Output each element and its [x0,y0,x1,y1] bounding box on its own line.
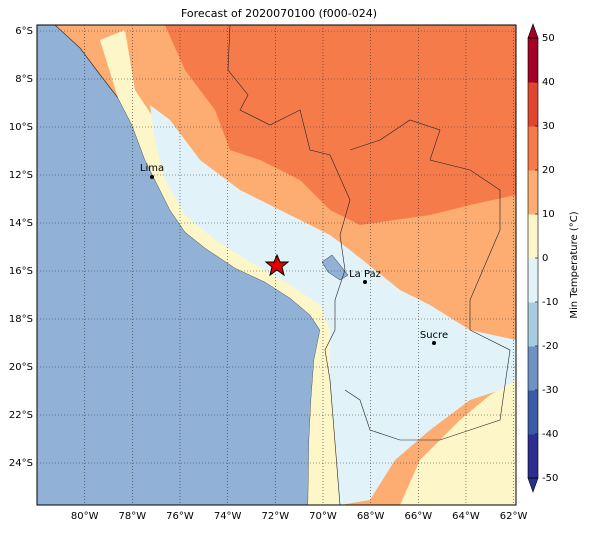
colorbar-extend-high [527,23,539,39]
colorbar-tick-label: -40 [542,429,558,440]
mild-zone-east [400,380,516,505]
colorbar-band [528,258,538,303]
y-tick-label: 18°S [9,314,33,325]
map-frame [36,24,517,506]
target-star [264,253,290,277]
colorbar-tick-label: 50 [542,33,555,44]
y-tick-label: 8°S [15,74,33,85]
colorbar-band [528,302,538,347]
y-tick-label: 16°S [9,266,33,277]
colorbar-band [528,170,538,215]
colorbar-band [528,214,538,259]
y-tick-label: 10°S [9,122,33,133]
city-label: Lima [140,163,164,174]
y-tick-label: 20°S [9,362,33,373]
colorbar-tick-label: 30 [542,121,555,132]
city-label: Sucre [420,330,448,341]
colorbar-tick-label: -50 [542,473,558,484]
lake-titicaca [321,254,349,281]
colorbar-tick-label: -30 [542,385,558,396]
city-marker [150,175,154,179]
x-tick-label: 76°W [166,511,194,522]
colorbar-band [528,390,538,435]
colorbar-band [528,82,538,127]
chart-title: Forecast of 2020070100 (f000-024) [181,7,377,20]
x-tick-label: 62°W [500,511,528,522]
colorbar-tick-label: 20 [542,165,555,176]
colorbar-tick-label: 40 [542,77,555,88]
colorbar-band [528,346,538,391]
x-tick-label: 74°W [214,511,242,522]
x-tick-label: 80°W [71,511,99,522]
borders [344,119,511,441]
y-tick-label: 6°S [15,26,33,37]
x-tick-label: 78°W [119,511,147,522]
borders [227,24,351,506]
colorbar-extend-low [527,477,539,493]
colorbar-tick-label: -10 [542,297,558,308]
y-tick-label: 22°S [9,410,33,421]
x-tick-label: 70°W [309,511,337,522]
city-label: La Paz [349,269,381,280]
cool-zone [150,105,516,505]
x-tick-label: 64°W [452,511,480,522]
colorbar-label: Min Temperature (°C) [569,211,580,318]
x-tick-label: 72°W [261,511,289,522]
warm-zone [165,25,516,225]
y-tick-label: 12°S [9,170,33,181]
x-tick-label: 66°W [404,511,432,522]
map: Lima La Paz Sucre [36,24,517,506]
y-tick-label: 24°S [9,458,33,469]
colorbar-tick-label: -20 [542,341,558,352]
colorbar-tick-label: 10 [542,209,555,220]
colorbar-band [528,126,538,171]
colorbar-band [528,434,538,479]
y-tick-label: 14°S [9,218,33,229]
colorbar-band [528,38,538,83]
x-tick-label: 68°W [357,511,385,522]
city-marker [432,341,436,345]
city-marker [363,280,367,284]
colorbar-tick-label: 0 [542,253,548,264]
